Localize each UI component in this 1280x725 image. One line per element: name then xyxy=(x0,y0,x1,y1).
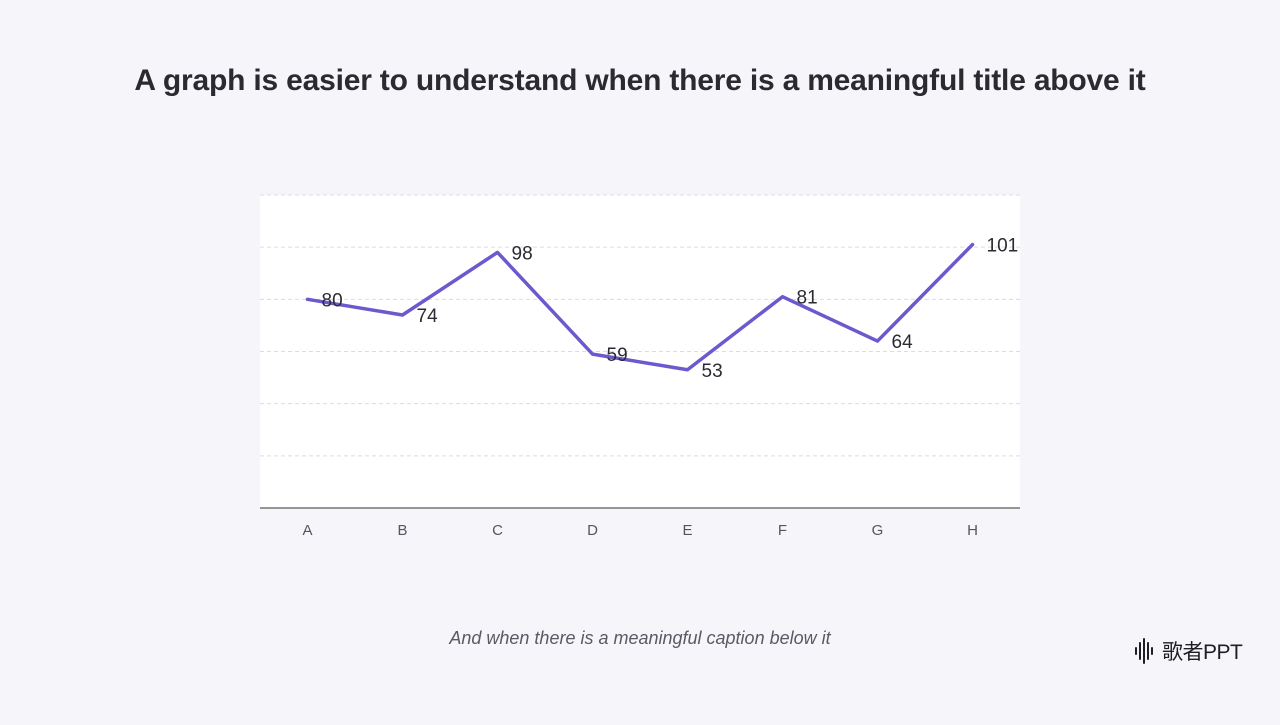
data-label: 80 xyxy=(322,290,343,311)
chart-title: A graph is easier to understand when the… xyxy=(134,64,1146,97)
chart-caption: And when there is a meaningful caption b… xyxy=(449,628,831,648)
logo-text: 歌者PPT xyxy=(1162,641,1243,664)
x-tick-label: D xyxy=(587,522,598,539)
data-label: 101 xyxy=(987,236,1019,257)
data-label: 74 xyxy=(417,306,439,327)
x-tick-label: A xyxy=(302,522,312,539)
data-label: 59 xyxy=(607,345,628,366)
data-label: 53 xyxy=(702,361,723,382)
x-tick-labels: A B C D E F G H xyxy=(302,522,977,539)
x-tick-label: C xyxy=(492,522,503,539)
data-label: 64 xyxy=(892,332,914,353)
data-label: 81 xyxy=(797,288,818,309)
series-line xyxy=(305,242,975,372)
gridlines xyxy=(260,194,1020,457)
data-label: 98 xyxy=(512,243,533,264)
x-tick-label: H xyxy=(967,522,978,539)
x-tick-label: E xyxy=(682,522,692,539)
data-labels: 80 74 98 59 53 81 64 101 xyxy=(322,236,1019,382)
x-tick-label: G xyxy=(872,522,884,539)
soundwave-icon xyxy=(1135,638,1153,664)
brand-logo: 歌者PPT xyxy=(1134,636,1243,666)
series-line-group xyxy=(305,242,975,372)
x-tick-label: F xyxy=(778,522,787,539)
x-tick-label: B xyxy=(397,522,407,539)
